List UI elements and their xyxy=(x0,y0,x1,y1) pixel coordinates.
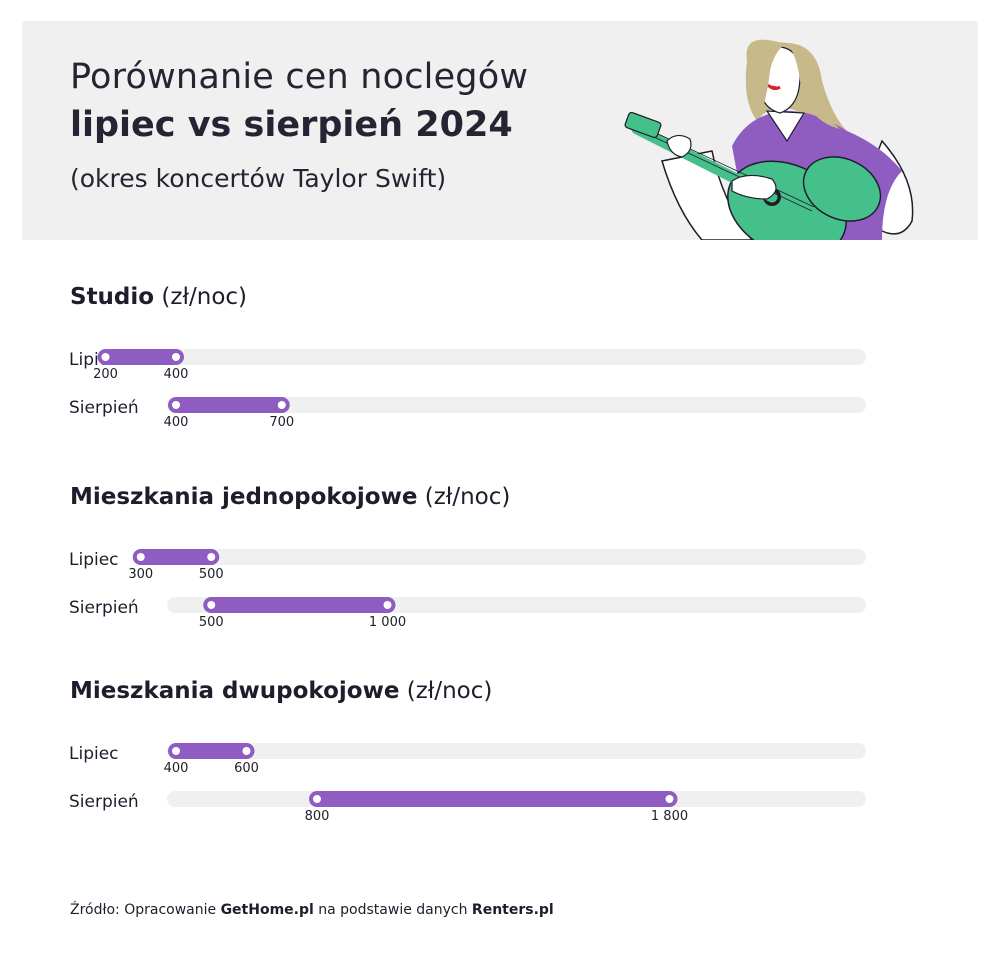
section-title-two-room-main: Mieszkania dwupokojowe xyxy=(70,678,400,704)
range-min-label: 300 xyxy=(128,567,153,582)
source-brand-renters: Renters.pl xyxy=(471,902,554,918)
range-track xyxy=(167,743,866,759)
range-max-label: 700 xyxy=(269,415,294,430)
range-track xyxy=(167,397,866,413)
section-title-one-room-main: Mieszkania jednopokojowe xyxy=(70,484,418,510)
page-subtitle: (okres koncertów Taylor Swift) xyxy=(70,164,447,193)
range-bar xyxy=(309,791,678,807)
range-min-dot xyxy=(207,601,216,609)
source-middle: na podstawie danych xyxy=(313,902,472,918)
section-title-studio: Studio (zł/noc) xyxy=(70,284,247,310)
row-label: Sierpień xyxy=(69,792,139,812)
range-track xyxy=(167,549,866,565)
page-title-line2: lipiec vs sierpień 2024 xyxy=(70,105,513,145)
range-max-label: 600 xyxy=(234,761,259,776)
range-max-dot xyxy=(242,747,251,755)
range-min-dot xyxy=(136,553,145,561)
range-max-label: 400 xyxy=(164,367,189,382)
range-max-dot xyxy=(665,795,674,803)
source-prefix: Źródło: Opracowanie xyxy=(70,902,221,918)
guitarist-illustration xyxy=(624,39,914,240)
source-brand-gethome: GetHome.pl xyxy=(220,902,314,918)
range-bar xyxy=(168,397,290,413)
page-title-line1: Porównanie cen noclegów xyxy=(70,57,529,97)
range-min-label: 200 xyxy=(93,367,118,382)
range-bar xyxy=(203,597,396,613)
row-label: Lipiec xyxy=(69,550,119,570)
row-label: Lipiec xyxy=(69,744,119,764)
range-max-dot xyxy=(383,601,392,609)
section-unit-studio: (zł/noc) xyxy=(161,284,248,310)
source-note: Źródło: Opracowanie GetHome.pl na podsta… xyxy=(70,902,554,918)
range-max-label: 1 800 xyxy=(651,809,688,824)
header-banner: Porównanie cen noclegów lipiec vs sierpi… xyxy=(22,21,978,240)
range-max-label: 1 000 xyxy=(369,615,406,630)
range-max-dot xyxy=(172,353,180,361)
range-min-label: 800 xyxy=(305,809,330,824)
range-max-dot xyxy=(277,401,286,409)
row-label: Sierpień xyxy=(69,398,139,418)
range-track xyxy=(167,349,866,365)
range-max-dot xyxy=(207,553,216,561)
range-min-dot xyxy=(172,401,180,409)
range-min-dot xyxy=(101,353,110,361)
range-bar xyxy=(132,549,220,565)
range-bar xyxy=(97,349,184,365)
section-unit-one-room: (zł/noc) xyxy=(424,484,511,510)
section-title-studio-main: Studio xyxy=(70,284,155,310)
range-min-dot xyxy=(172,747,180,755)
section-title-one-room: Mieszkania jednopokojowe (zł/noc) xyxy=(70,484,510,510)
range-min-dot xyxy=(313,795,321,803)
section-unit-two-room: (zł/noc) xyxy=(406,678,493,704)
range-max-label: 500 xyxy=(199,567,224,582)
range-min-label: 500 xyxy=(199,615,224,630)
row-label: Sierpień xyxy=(69,598,139,618)
section-title-two-room: Mieszkania dwupokojowe (zł/noc) xyxy=(70,678,492,704)
range-min-label: 400 xyxy=(164,761,189,776)
range-min-label: 400 xyxy=(164,415,189,430)
range-bar xyxy=(168,743,255,759)
